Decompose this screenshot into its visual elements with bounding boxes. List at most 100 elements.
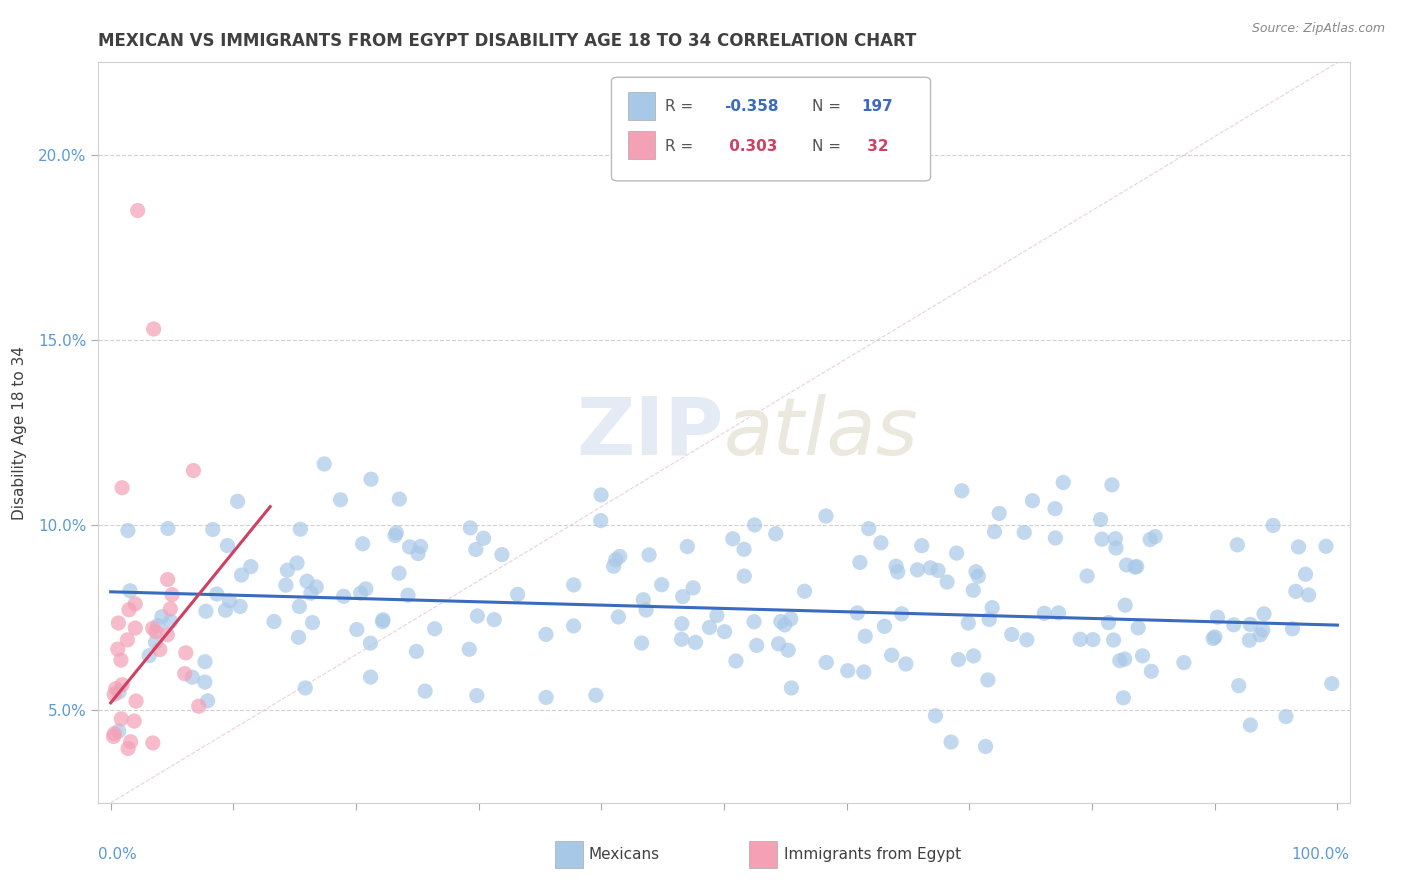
Point	[602, 559, 624, 574]
Point	[194, 675, 217, 690]
Point	[1101, 478, 1123, 492]
Point	[159, 602, 181, 616]
Point	[1114, 652, 1136, 666]
Point	[285, 556, 308, 570]
Point	[117, 524, 139, 538]
Text: R =: R =	[665, 138, 699, 153]
Point	[174, 646, 197, 660]
Point	[1123, 560, 1146, 574]
Point	[371, 613, 394, 627]
Point	[1295, 567, 1317, 582]
Point	[1285, 584, 1308, 599]
Point	[589, 514, 612, 528]
Point	[346, 623, 368, 637]
Point	[1112, 690, 1135, 705]
Point	[605, 553, 627, 567]
Point	[111, 678, 134, 692]
Point	[145, 624, 167, 639]
Point	[962, 583, 984, 598]
Point	[183, 463, 205, 477]
Point	[104, 681, 127, 696]
Point	[773, 618, 796, 632]
Point	[1281, 622, 1303, 636]
Point	[849, 556, 872, 570]
Point	[685, 635, 707, 649]
Point	[721, 532, 744, 546]
Point	[124, 621, 146, 635]
Point	[1104, 532, 1126, 546]
Point	[1239, 718, 1261, 732]
Point	[962, 648, 984, 663]
Point	[142, 322, 165, 336]
Point	[1226, 538, 1249, 552]
Point	[1288, 540, 1310, 554]
Point	[939, 735, 962, 749]
Point	[1275, 709, 1298, 723]
Point	[110, 653, 132, 667]
Point	[780, 681, 803, 695]
Text: 32: 32	[862, 138, 889, 153]
Text: R =: R =	[665, 99, 699, 114]
Point	[388, 566, 411, 581]
Point	[974, 739, 997, 754]
Bar	[627, 92, 655, 120]
Point	[103, 730, 125, 744]
Point	[299, 586, 322, 600]
Point	[630, 636, 652, 650]
Point	[160, 588, 183, 602]
Point	[360, 670, 382, 684]
Point	[458, 642, 481, 657]
Point	[409, 540, 432, 554]
Point	[1012, 525, 1035, 540]
Point	[682, 581, 704, 595]
Point	[858, 522, 880, 536]
Point	[384, 528, 406, 542]
Point	[907, 563, 929, 577]
Point	[769, 615, 792, 629]
Point	[117, 632, 139, 647]
Point	[1173, 656, 1195, 670]
Point	[948, 652, 970, 666]
Point	[290, 522, 312, 536]
Point	[1204, 630, 1226, 644]
Point	[150, 609, 173, 624]
Point	[125, 694, 148, 708]
FancyBboxPatch shape	[612, 78, 931, 181]
Point	[967, 569, 990, 583]
Point	[117, 741, 139, 756]
Point	[287, 630, 309, 644]
Point	[385, 525, 408, 540]
Point	[218, 594, 240, 608]
Point	[329, 492, 352, 507]
Point	[793, 584, 815, 599]
Point	[671, 616, 693, 631]
Point	[894, 657, 917, 671]
Point	[585, 688, 607, 702]
Point	[534, 627, 557, 641]
Point	[1298, 588, 1320, 602]
Point	[124, 597, 146, 611]
Point	[1091, 532, 1114, 546]
Point	[467, 609, 489, 624]
Point	[671, 632, 693, 647]
Point	[156, 573, 179, 587]
Point	[276, 563, 298, 577]
Point	[979, 612, 1001, 626]
Point	[977, 673, 1000, 687]
Text: Source: ZipAtlas.com: Source: ZipAtlas.com	[1251, 22, 1385, 36]
Point	[1249, 628, 1271, 642]
Point	[1069, 632, 1091, 647]
Point	[194, 655, 217, 669]
Point	[1090, 513, 1112, 527]
Point	[145, 635, 167, 649]
Point	[359, 636, 381, 650]
Point	[1052, 475, 1074, 490]
Point	[413, 684, 436, 698]
Bar	[749, 841, 776, 868]
Point	[744, 518, 766, 533]
Point	[187, 699, 209, 714]
Point	[924, 708, 946, 723]
Point	[120, 735, 142, 749]
Text: 100.0%: 100.0%	[1292, 847, 1350, 863]
Point	[295, 574, 318, 589]
